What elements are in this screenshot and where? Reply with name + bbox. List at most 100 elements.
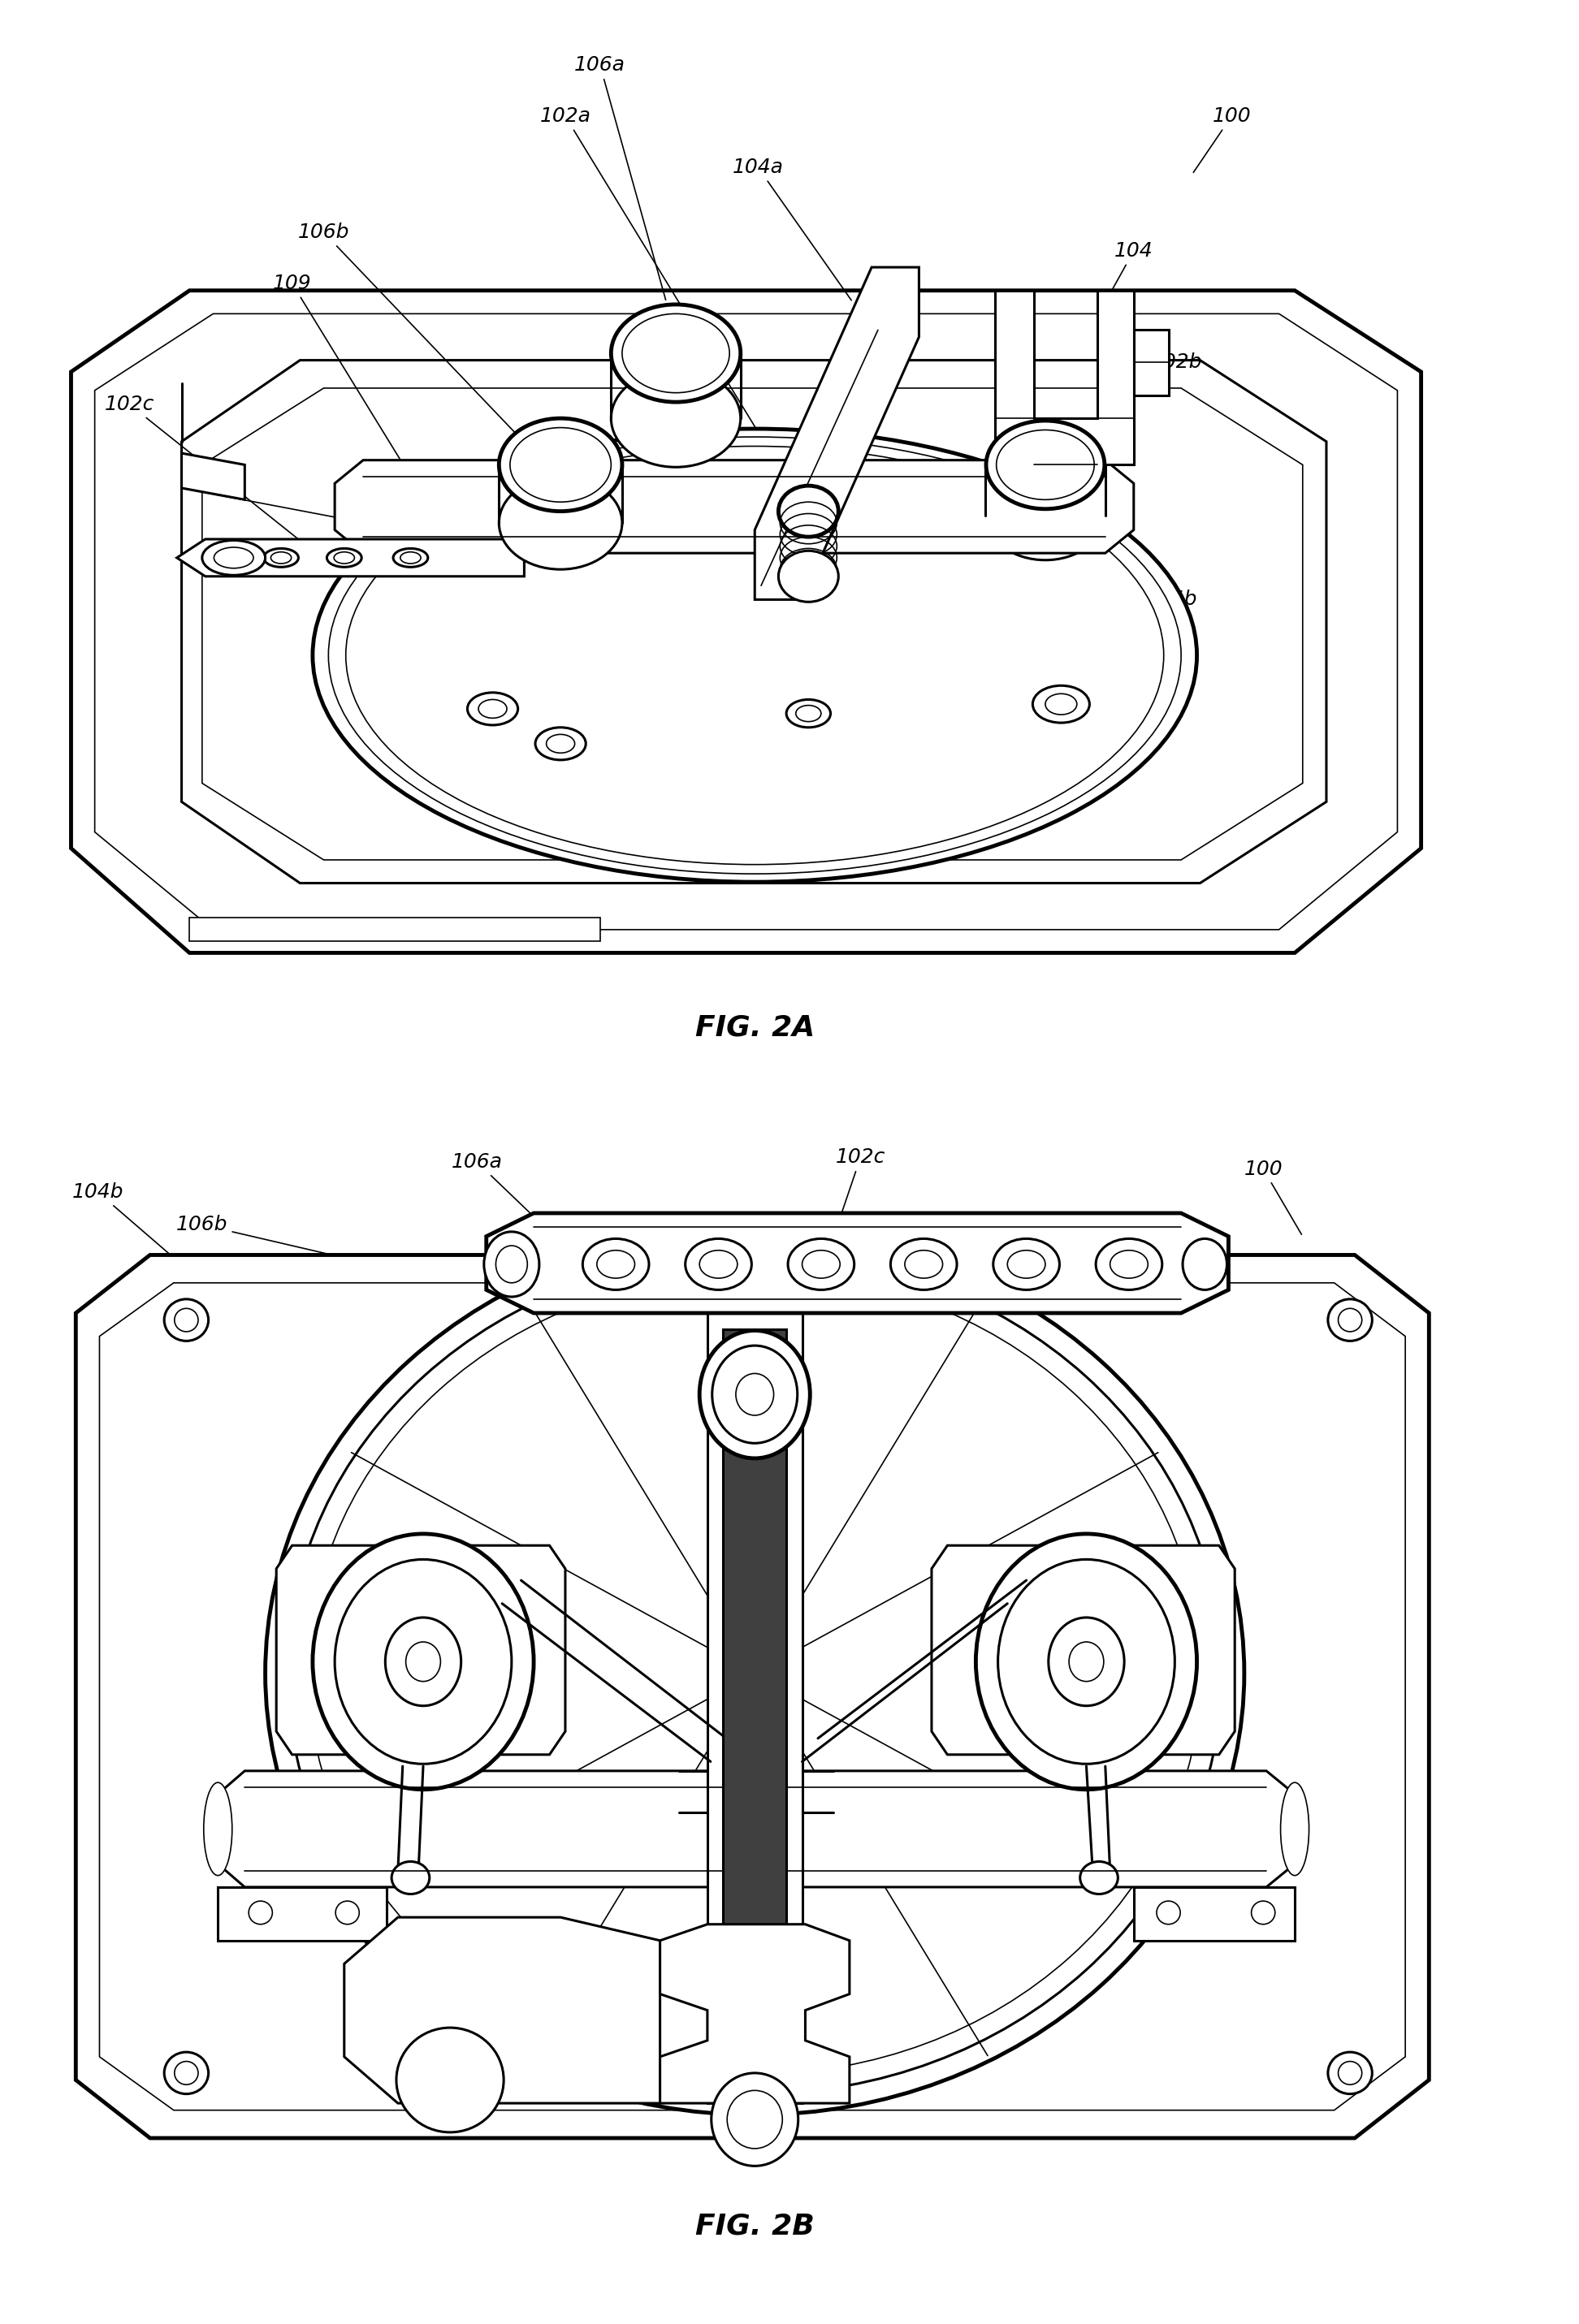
Polygon shape	[218, 1887, 387, 1941]
Ellipse shape	[1156, 1901, 1180, 1924]
Ellipse shape	[1328, 2052, 1372, 2094]
Ellipse shape	[272, 553, 291, 565]
Ellipse shape	[215, 548, 253, 569]
Ellipse shape	[796, 706, 821, 723]
Ellipse shape	[736, 1373, 774, 1415]
Ellipse shape	[546, 734, 575, 753]
Text: 102b: 102b	[82, 1385, 188, 1404]
Ellipse shape	[393, 548, 428, 567]
Ellipse shape	[1080, 1862, 1118, 1894]
Ellipse shape	[467, 693, 518, 725]
Ellipse shape	[1048, 1618, 1124, 1706]
Ellipse shape	[249, 1901, 272, 1924]
Text: 102a: 102a	[540, 107, 788, 481]
Ellipse shape	[788, 1239, 854, 1290]
Text: 104a: 104a	[823, 1390, 1194, 1432]
Ellipse shape	[1069, 1641, 1104, 1683]
Ellipse shape	[985, 472, 1105, 560]
Text: 106b: 106b	[177, 1215, 381, 1267]
Ellipse shape	[611, 370, 741, 467]
Polygon shape	[1134, 1887, 1295, 1941]
Ellipse shape	[396, 2027, 504, 2133]
Ellipse shape	[1045, 695, 1077, 716]
Ellipse shape	[204, 1783, 232, 1875]
Polygon shape	[660, 1924, 850, 2103]
Ellipse shape	[406, 1641, 441, 1683]
Ellipse shape	[993, 1239, 1060, 1290]
Text: 104b: 104b	[73, 1183, 169, 1253]
Ellipse shape	[333, 553, 354, 565]
Text: 102a: 102a	[1028, 1473, 1194, 1601]
Polygon shape	[1134, 330, 1168, 395]
Ellipse shape	[778, 551, 838, 602]
Text: 106a: 106a	[575, 56, 666, 300]
Ellipse shape	[499, 476, 622, 569]
Ellipse shape	[535, 727, 586, 760]
Text: 104a: 104a	[733, 158, 851, 300]
Ellipse shape	[1328, 1299, 1372, 1341]
Ellipse shape	[401, 553, 420, 565]
Ellipse shape	[1183, 1239, 1227, 1290]
Ellipse shape	[1339, 1308, 1361, 1332]
Polygon shape	[76, 1255, 1429, 2138]
Ellipse shape	[478, 700, 507, 718]
Ellipse shape	[313, 430, 1197, 883]
Ellipse shape	[264, 548, 298, 567]
Polygon shape	[932, 1545, 1235, 1755]
Ellipse shape	[392, 1862, 429, 1894]
Text: 106b: 106b	[298, 223, 535, 453]
Text: FIG. 2B: FIG. 2B	[695, 2212, 815, 2240]
Ellipse shape	[985, 421, 1105, 509]
Text: 104: 104	[1107, 242, 1153, 300]
Polygon shape	[723, 1329, 786, 2092]
Ellipse shape	[174, 1308, 199, 1332]
Ellipse shape	[1033, 686, 1090, 723]
Text: FIG. 2A: FIG. 2A	[695, 1013, 815, 1041]
Ellipse shape	[385, 1618, 461, 1706]
Text: 104: 104	[1157, 1799, 1219, 1834]
Ellipse shape	[202, 541, 265, 576]
Text: 109: 109	[273, 274, 409, 474]
Ellipse shape	[611, 304, 741, 402]
Polygon shape	[189, 918, 600, 941]
Text: 100: 100	[1194, 107, 1251, 172]
Polygon shape	[218, 1771, 1295, 1887]
Text: 102c: 102c	[104, 395, 314, 551]
Ellipse shape	[164, 2052, 208, 2094]
Ellipse shape	[685, 1239, 752, 1290]
Text: 104b: 104b	[1138, 590, 1197, 625]
Polygon shape	[71, 290, 1421, 953]
Ellipse shape	[583, 1239, 649, 1290]
Ellipse shape	[485, 1232, 540, 1297]
Text: 106a: 106a	[452, 1153, 543, 1225]
Ellipse shape	[336, 1901, 360, 1924]
Polygon shape	[177, 539, 524, 576]
Polygon shape	[182, 360, 1326, 883]
Polygon shape	[335, 460, 1134, 553]
Ellipse shape	[313, 1534, 534, 1789]
Polygon shape	[707, 1313, 802, 2103]
Polygon shape	[755, 267, 919, 600]
Polygon shape	[182, 453, 245, 500]
Ellipse shape	[891, 1239, 957, 1290]
Ellipse shape	[1096, 1239, 1162, 1290]
Ellipse shape	[778, 486, 838, 537]
Text: 102b: 102b	[1052, 353, 1202, 453]
Text: 100: 100	[1244, 1160, 1301, 1234]
Ellipse shape	[711, 2073, 797, 2166]
Ellipse shape	[976, 1534, 1197, 1789]
Ellipse shape	[786, 700, 831, 727]
Ellipse shape	[1252, 1901, 1276, 1924]
Polygon shape	[344, 1917, 660, 2103]
Ellipse shape	[164, 1299, 208, 1341]
Ellipse shape	[699, 1329, 810, 1459]
Ellipse shape	[174, 2061, 199, 2085]
Text: 102c: 102c	[835, 1148, 886, 1225]
Ellipse shape	[499, 418, 622, 511]
Polygon shape	[276, 1545, 565, 1755]
Ellipse shape	[265, 1232, 1244, 2115]
Polygon shape	[486, 1213, 1228, 1313]
Ellipse shape	[1339, 2061, 1361, 2085]
Polygon shape	[995, 290, 1134, 465]
Ellipse shape	[327, 548, 362, 567]
